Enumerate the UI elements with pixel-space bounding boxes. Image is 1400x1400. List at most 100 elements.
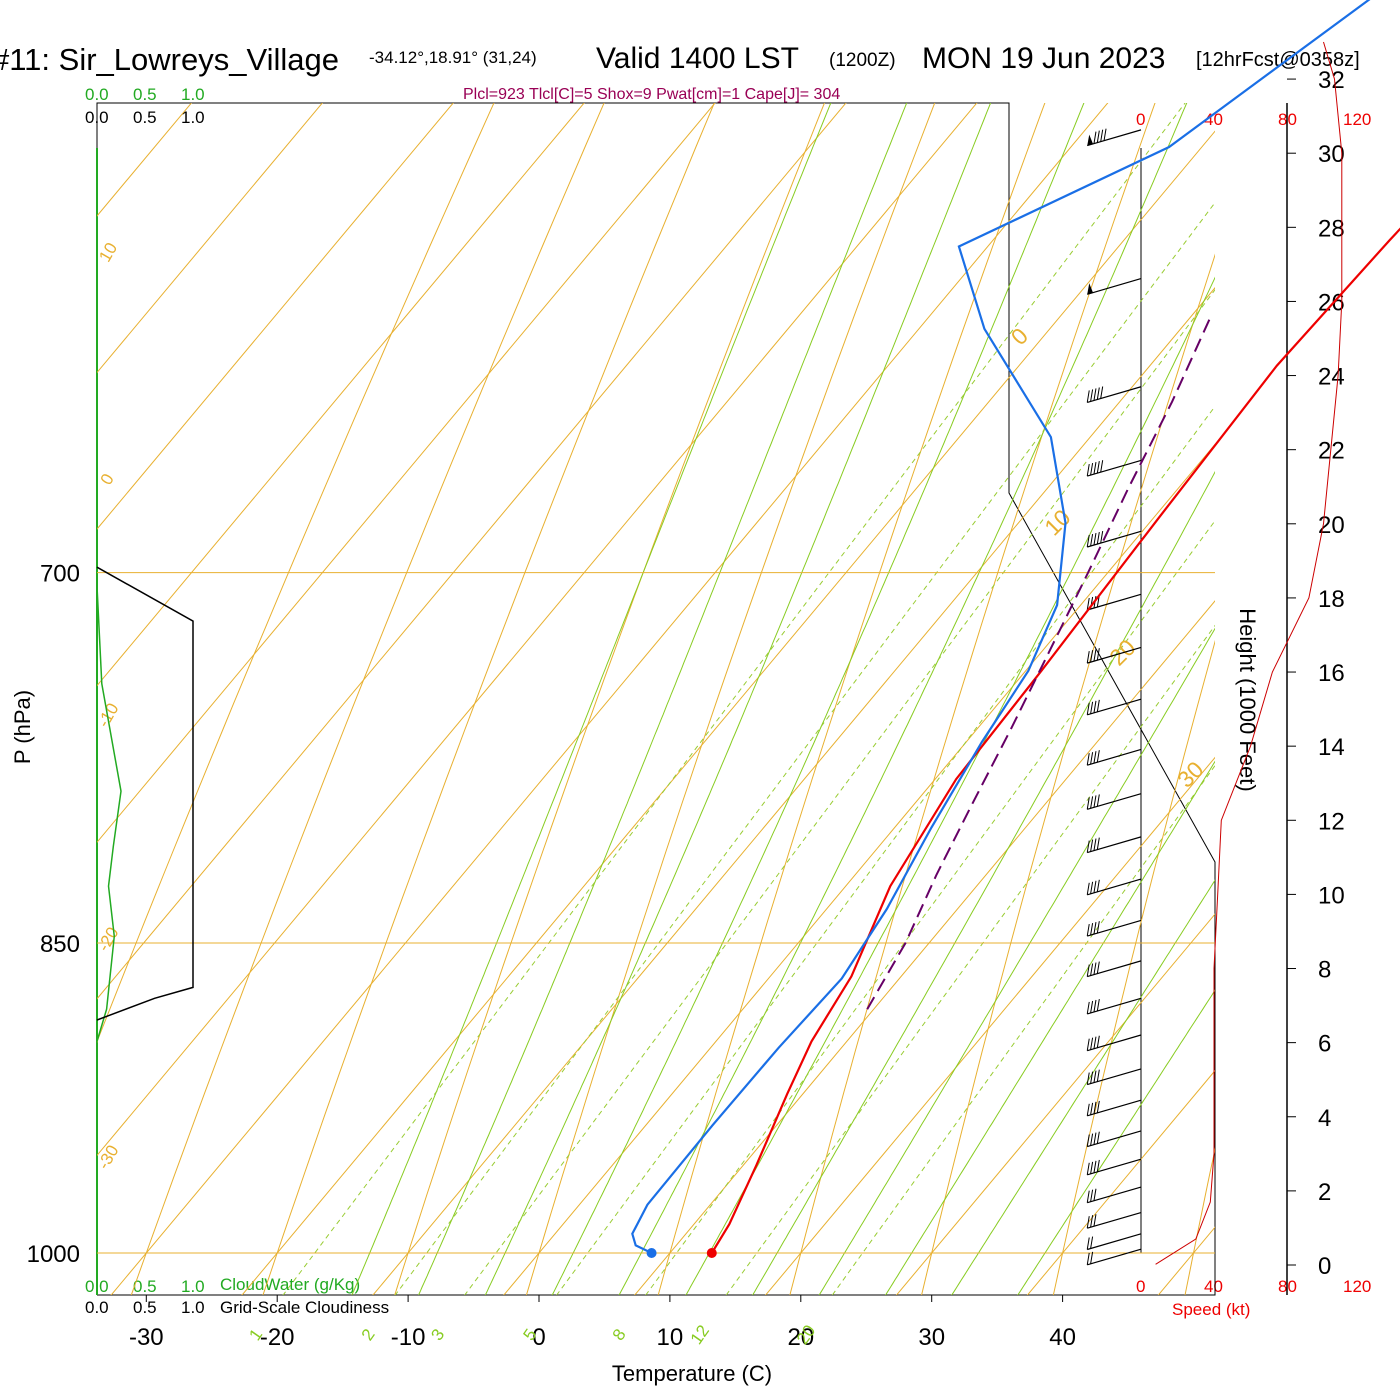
wind-barb-feather — [1100, 460, 1104, 473]
isotherm-line — [503, 443, 1215, 1295]
wind-barb — [1086, 878, 1142, 896]
height-tick-label: 10 — [1318, 882, 1345, 909]
wind-barb-feather — [1093, 962, 1097, 975]
wind-barb-feather — [1096, 1100, 1100, 1113]
parcel-line — [866, 315, 1212, 1010]
wind-barb-feather — [1096, 794, 1100, 807]
wind-barb-feather — [1093, 700, 1097, 713]
moist-adiabat-line — [752, 471, 1215, 1295]
wind-barb-feather — [1096, 837, 1100, 850]
wind-barb-feather — [1096, 750, 1100, 763]
moist-adiabat-line — [951, 879, 1215, 1295]
wind-barb-feather — [1093, 1160, 1097, 1173]
wind-barb-feather — [1086, 1216, 1090, 1229]
height-tick-label: 14 — [1318, 734, 1345, 761]
height-tick-label: 28 — [1318, 215, 1345, 242]
wind-barb-feather — [1086, 1001, 1090, 1015]
surface-dewpoint-point — [646, 1248, 657, 1258]
wind-barb — [1086, 1099, 1142, 1117]
dry-adiabat-line — [97, 103, 495, 1043]
x-tick-label: 30 — [918, 1324, 945, 1351]
cloudiness-tick: 0.0 — [85, 1298, 109, 1317]
wind-barb — [1086, 1068, 1142, 1086]
temperature-line — [710, 227, 1400, 1254]
x-tick-label: 20 — [787, 1324, 814, 1351]
height-tick-label: 30 — [1318, 141, 1345, 168]
height-tick-label: 2 — [1318, 1179, 1331, 1206]
wind-barb — [1086, 1034, 1142, 1052]
dry-adiabat-line — [394, 103, 826, 1295]
wind-barb — [1086, 1158, 1142, 1176]
wind-barb-feather — [1096, 648, 1100, 661]
wind-barb-feather — [1086, 1038, 1090, 1051]
surface-temperature-point — [706, 1248, 717, 1258]
wind-barb-shaft — [1087, 1186, 1142, 1204]
wind-barb-feather — [1093, 795, 1097, 808]
moist-adiabat-line — [818, 627, 1215, 1295]
cloudwater-tick: 0.5 — [133, 85, 157, 104]
wind-barb-feather — [1093, 922, 1097, 935]
moist-adiabats — [351, 103, 1215, 1295]
isotherm-line — [241, 130, 1215, 1295]
dry-adiabat-line — [657, 103, 1046, 1295]
indices-label: Plcl=923 Tlcl[C]=5 Shox=9 Pwat[cm]=1 Cap… — [463, 86, 840, 103]
height-tick-label: 32 — [1318, 67, 1345, 94]
wind-barb-flag — [1087, 134, 1093, 146]
wind-barb-shaft — [1087, 997, 1142, 1015]
wind-barb-feather — [1096, 879, 1100, 892]
wind-barb-feather — [1086, 390, 1090, 403]
height-tick-label: 8 — [1318, 957, 1331, 984]
wind-barb-shaft — [1087, 1034, 1142, 1052]
wind-barb-feather — [1090, 963, 1094, 976]
height-tick-label: 4 — [1318, 1105, 1331, 1132]
wind-barb-feather — [1090, 923, 1094, 936]
dry-adiabats — [97, 103, 1215, 1295]
height-tick-label: 20 — [1318, 512, 1345, 539]
wind-barb-feather — [1093, 1132, 1097, 1145]
cloudwater-label: CloudWater (g/Kg) — [220, 1275, 360, 1294]
speed-axis-label: Speed (kt) — [1172, 1300, 1250, 1319]
cloudiness-tick: 0.5 — [133, 108, 157, 127]
cloudwater-tick: 1.0 — [181, 85, 205, 104]
wind-barb-feather — [1090, 389, 1094, 402]
wind-barb-feather — [1096, 998, 1100, 1012]
x-tick-label: 10 — [657, 1324, 684, 1351]
wind-barb-feather — [1096, 461, 1100, 474]
speed-tick: 120 — [1343, 110, 1371, 129]
wind-barb-feather — [1090, 1102, 1094, 1115]
wind-barb — [1086, 1211, 1142, 1229]
height-tick-label: 6 — [1318, 1031, 1331, 1058]
speed-tick: 120 — [1343, 1277, 1371, 1296]
wind-barb-feather — [1103, 128, 1107, 141]
wind-barb-feather — [1086, 753, 1090, 766]
wind-barb-shaft — [1087, 1233, 1142, 1251]
wind-barb-shaft — [1087, 1099, 1142, 1117]
wind-barb-shaft — [1087, 748, 1142, 766]
station-title: #11: Sir_Lowreys_Village — [0, 42, 339, 77]
x-tick-label: -30 — [129, 1324, 164, 1351]
wind-barb-feather — [1093, 1214, 1097, 1227]
wind-barb — [1086, 530, 1142, 548]
wind-barb-feather — [1086, 1134, 1090, 1147]
wind-barb-feather — [1096, 387, 1100, 400]
cloud-scale-top: 0.0 0.5 1.0 0.0 0.5 1.0 — [85, 85, 205, 127]
mixing-ratio-line — [645, 519, 1215, 1295]
wind-barb — [1086, 919, 1142, 937]
wind-barb-feather — [1093, 388, 1097, 401]
plot-frame — [96, 102, 1216, 1296]
mixing-ratio-line — [725, 624, 1215, 1295]
speed-tick: 0 — [1136, 110, 1145, 129]
cloudwater-tick: 1.0 — [181, 1277, 205, 1296]
mixing-ratio-lines — [282, 103, 1215, 1295]
wind-barb-shaft — [1087, 1068, 1142, 1086]
wind-barb-feather — [1090, 533, 1094, 547]
height-tick-label: 0 — [1318, 1253, 1331, 1280]
moist-adiabat-line — [418, 103, 908, 1295]
wind-barb-shaft — [1087, 1158, 1142, 1176]
speed-tick: 0 — [1136, 1277, 1145, 1296]
x-tick-label: 40 — [1049, 1324, 1076, 1351]
wind-barb-flag — [1087, 283, 1093, 295]
wind-barb-feather — [1100, 531, 1104, 544]
valid-date: MON 19 Jun 2023 — [922, 42, 1165, 75]
wind-barb-feather — [1090, 839, 1094, 852]
